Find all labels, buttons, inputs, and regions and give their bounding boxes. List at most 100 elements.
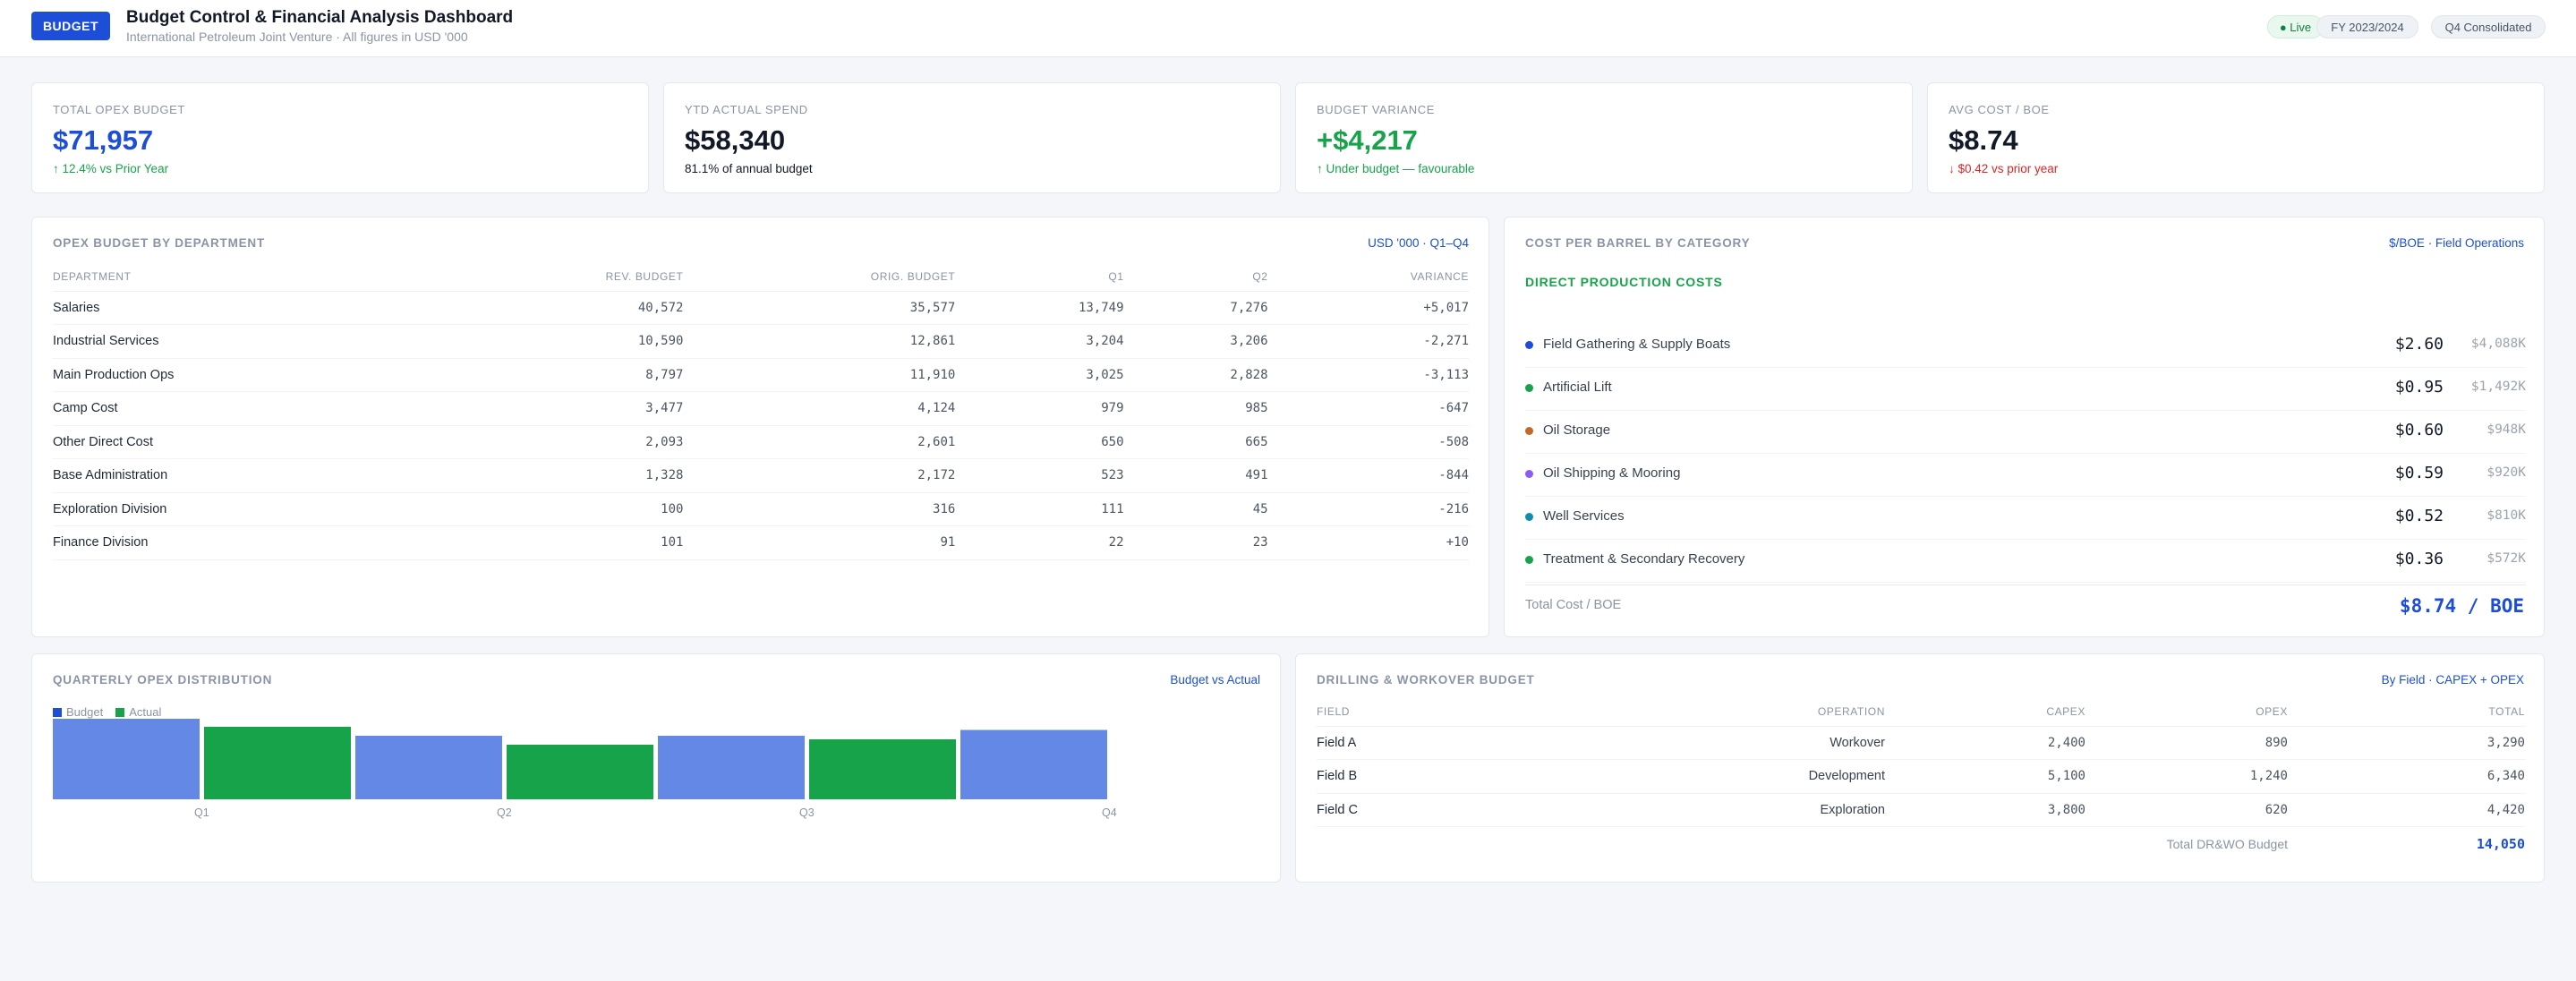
chart-subtitle-link[interactable]: Budget vs Actual — [1170, 673, 1260, 687]
category-dot-icon — [1525, 556, 1533, 564]
kpi-card-avg-cost-boe: AVG COST / BOE $8.74 ↓ $0.42 vs prior ye… — [1927, 82, 2545, 193]
table-cell: 890 — [2086, 726, 2288, 760]
table-header-row: FIELD OPERATION CAPEX OPEX TOTAL — [1317, 697, 2525, 727]
table-cell: 101 — [350, 525, 684, 560]
spacer — [1317, 827, 1630, 861]
table-cell: 2,828 — [1123, 358, 1268, 392]
variance-cell: +5,017 — [1267, 291, 1469, 325]
department-name: Industrial Services — [53, 324, 351, 359]
table-row[interactable]: Base Administration 1,328 2,172 523 491 -844 — [53, 458, 1469, 493]
table-row[interactable]: Field A Workover 2,400 890 3,290 — [1317, 726, 2525, 760]
category-amount: $572K — [2486, 551, 2526, 566]
total-row: Total DR&WO Budget 14,050 — [1317, 827, 2525, 861]
category-dot-icon — [1525, 341, 1533, 349]
kpi-subtext: 81.1% of annual budget — [685, 162, 813, 175]
category-dot-icon — [1525, 470, 1533, 478]
kpi-label: BUDGET VARIANCE — [1317, 103, 1436, 116]
operation-cell: Development — [1630, 759, 1885, 794]
table-row[interactable]: Camp Cost 3,477 4,124 979 985 -647 — [53, 391, 1469, 426]
quarterly-bar-chart — [53, 719, 1107, 800]
variance-cell: -3,113 — [1267, 358, 1469, 392]
legend-item-actual[interactable]: Actual — [115, 705, 161, 719]
department-name: Exploration Division — [53, 492, 351, 526]
table-cell: 40,572 — [350, 291, 684, 325]
total-cell: 3,290 — [2288, 726, 2525, 760]
category-label: Treatment & Secondary Recovery — [1543, 551, 1745, 567]
cost-category-row[interactable]: Field Gathering & Supply Boats $2.60 $4,08… — [1525, 325, 2526, 368]
cost-per-boe: $0.59 — [2394, 464, 2444, 482]
live-status-pill[interactable]: ● Live — [2267, 15, 2324, 38]
section-subtitle-link[interactable]: By Field · CAPEX + OPEX — [2381, 673, 2524, 687]
category-label: Oil Storage — [1543, 422, 1611, 438]
department-name: Finance Division — [53, 525, 351, 560]
bar-budget-q4[interactable] — [960, 729, 1107, 800]
kpi-value: $8.74 — [1949, 124, 2018, 156]
table-row[interactable]: Field C Exploration 3,800 620 4,420 — [1317, 793, 2525, 827]
cost-category-row[interactable]: Oil Storage $0.60 $948K — [1525, 411, 2526, 454]
table-cell: 13,749 — [955, 291, 1124, 325]
table-cell: 665 — [1123, 425, 1268, 459]
bar-budget-q1[interactable] — [53, 719, 200, 799]
field-name: Field A — [1317, 726, 1630, 760]
table-row[interactable]: Field B Development 5,100 1,240 6,340 — [1317, 759, 2525, 794]
table-cell: 523 — [955, 458, 1124, 493]
bar-actual-q3[interactable] — [809, 739, 956, 799]
category-dot-icon — [1525, 384, 1533, 392]
table-row[interactable]: Industrial Services 10,590 12,861 3,204 3,20… — [53, 324, 1469, 359]
kpi-label: TOTAL OPEX BUDGET — [53, 103, 185, 116]
table-cell: 985 — [1123, 391, 1268, 426]
category-heading: DIRECT PRODUCTION COSTS — [1525, 275, 1723, 289]
column-header: DEPARTMENT — [53, 262, 351, 292]
legend-label: Actual — [129, 705, 162, 719]
drilling-table: FIELD OPERATION CAPEX OPEX TOTAL Field A… — [1317, 697, 2525, 860]
table-cell: 3,800 — [1885, 793, 2086, 827]
table-cell: 2,093 — [350, 425, 684, 459]
quarter-pill[interactable]: Q4 Consolidated — [2431, 15, 2546, 38]
total-cell: 6,340 — [2288, 759, 2525, 794]
section-title: DRILLING & WORKOVER BUDGET — [1317, 673, 1535, 687]
column-header: FIELD — [1317, 697, 1630, 727]
table-cell: 91 — [683, 525, 956, 560]
table-cell: 2,400 — [1885, 726, 2086, 760]
department-name: Camp Cost — [53, 391, 351, 426]
table-row[interactable]: Salaries 40,572 35,577 13,749 7,276 +5,017 — [53, 291, 1469, 325]
category-label: Oil Shipping & Mooring — [1543, 465, 1681, 481]
fiscal-year-pill[interactable]: FY 2023/2024 — [2316, 15, 2418, 38]
department-name: Main Production Ops — [53, 358, 351, 392]
table-cell: 2,601 — [683, 425, 956, 459]
column-header: OPEX — [2086, 697, 2288, 727]
department-name: Base Administration — [53, 458, 351, 493]
kpi-subtext: ↑ Under budget — favourable — [1317, 162, 1475, 175]
section-subtitle-link[interactable]: USD '000 · Q1–Q4 — [1368, 236, 1469, 250]
legend-item-budget[interactable]: Budget — [53, 705, 103, 719]
legend-swatch — [53, 708, 62, 717]
kpi-value: $71,957 — [53, 124, 154, 156]
x-tick-label: Q2 — [497, 806, 512, 819]
table-cell: 2,172 — [683, 458, 956, 493]
category-dot-icon — [1525, 513, 1533, 521]
bar-actual-q1[interactable] — [204, 727, 351, 799]
bar-budget-q3[interactable] — [658, 736, 805, 799]
divider — [1525, 584, 2526, 585]
total-cost-label: Total Cost / BOE — [1525, 598, 1622, 612]
table-row[interactable]: Finance Division 101 91 22 23 +10 — [53, 525, 1469, 560]
cost-category-row[interactable]: Artificial Lift $0.95 $1,492K — [1525, 368, 2526, 411]
bar-actual-q2[interactable] — [507, 745, 653, 799]
table-cell: 979 — [955, 391, 1124, 426]
bar-budget-q2[interactable] — [355, 736, 502, 799]
column-header: Q2 — [1123, 262, 1268, 292]
cost-category-row[interactable]: Oil Shipping & Mooring $0.59 $920K — [1525, 454, 2526, 497]
total-label: Total DR&WO Budget — [2166, 836, 2288, 851]
cost-category-row[interactable]: Treatment & Secondary Recovery $0.36 $572K — [1525, 540, 2526, 583]
table-row[interactable]: Main Production Ops 8,797 11,910 3,025 2,828… — [53, 358, 1469, 392]
table-row[interactable]: Other Direct Cost 2,093 2,601 650 665 -508 — [53, 425, 1469, 459]
total-cost-value: $8.74 / BOE — [2399, 595, 2524, 617]
table-cell: 4,124 — [683, 391, 956, 426]
table-row[interactable]: Exploration Division 100 316 111 45 -216 — [53, 492, 1469, 526]
section-subtitle-link[interactable]: $/BOE · Field Operations — [2389, 236, 2524, 250]
table-cell: 1,240 — [2086, 759, 2288, 794]
chart-title: QUARTERLY OPEX DISTRIBUTION — [53, 673, 273, 687]
cost-category-row[interactable]: Well Services $0.52 $810K — [1525, 497, 2526, 540]
category-amount: $810K — [2486, 508, 2526, 523]
x-tick-label: Q4 — [1102, 806, 1117, 819]
